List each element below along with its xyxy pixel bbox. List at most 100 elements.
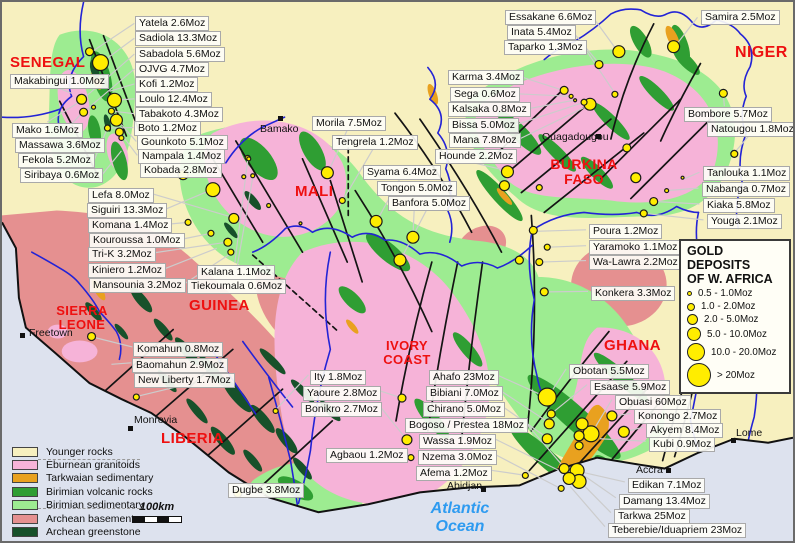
- deposit-label: Ity 1.8Moz: [310, 370, 367, 385]
- deposit-marker: [622, 143, 632, 153]
- leader-line: [111, 362, 132, 365]
- deposit-marker: [246, 156, 252, 162]
- deposit-marker: [227, 248, 235, 256]
- deposit-label: Kalana 1.1Moz: [197, 265, 276, 280]
- deposit-marker: [338, 196, 346, 205]
- leader-line: [733, 135, 750, 154]
- leader-line: [183, 232, 212, 240]
- leader-line: [500, 390, 550, 424]
- leader-line: [654, 200, 700, 205]
- deposit-size-icon: [687, 327, 701, 341]
- leader-line: [540, 259, 587, 263]
- deposit-label: Edikan 7.1Moz: [628, 478, 706, 493]
- deposit-label: Bonikro 2.7Moz: [301, 402, 382, 417]
- deposit-label: Massawa 3.6Moz: [15, 138, 105, 153]
- gold-legend-item: 2.0 - 5.0Moz: [687, 314, 784, 325]
- rock-legend-label: Eburnean granitoids: [46, 459, 140, 472]
- leader-line: [164, 247, 218, 270]
- deposit-marker: [543, 243, 551, 251]
- deposit-label: Makabingui 1.0Moz: [10, 74, 110, 89]
- deposit-marker: [535, 258, 544, 267]
- deposit-marker: [266, 202, 272, 209]
- deposit-marker: [250, 173, 256, 179]
- leader-line: [155, 241, 227, 254]
- deposit-marker: [680, 175, 685, 180]
- leader-line: [46, 100, 81, 123]
- ocean-label: Atlantic Ocean: [410, 500, 510, 537]
- leader-line: [517, 93, 571, 97]
- deposit-marker: [730, 149, 739, 158]
- deposit-marker: [546, 409, 556, 419]
- rock-legend-swatch: [12, 486, 38, 497]
- deposit-label: Yaramoko 1.1Moz: [589, 240, 682, 255]
- leader-line: [675, 17, 698, 47]
- ocean-label-line2: Ocean: [435, 518, 485, 536]
- leader-line: [548, 245, 587, 248]
- deposit-marker: [298, 221, 303, 226]
- deposit-marker: [664, 188, 670, 194]
- deposit-label: Tiekoumala 0.6Moz: [187, 279, 287, 294]
- deposit-label: Bissa 5.0Moz: [448, 118, 520, 133]
- rock-type-legend: Younger rocks Eburnean granitoids Tarkwaia…: [12, 445, 153, 539]
- deposit-label: Ahafo 23Moz: [429, 370, 499, 385]
- deposit-marker: [84, 47, 95, 57]
- gold-legend-title-line1: GOLD DEPOSITS: [687, 244, 751, 272]
- leader-line: [496, 374, 547, 398]
- deposit-marker: [76, 93, 88, 105]
- deposit-marker: [397, 393, 407, 403]
- scale-segment: [169, 517, 181, 522]
- country-label: GHANA: [604, 337, 661, 354]
- leader-line: [109, 83, 135, 92]
- deposit-label: Morila 7.5Moz: [312, 116, 386, 131]
- deposit-label: Kouroussa 1.0Moz: [89, 233, 185, 248]
- gold-legend-items: 0.5 - 1.0Moz 1.0 - 2.0Moz 2.0 - 5.0Moz 5.0 …: [687, 288, 784, 387]
- deposit-label: Obuasi 60Moz: [615, 395, 691, 410]
- leader-line: [551, 384, 588, 414]
- deposit-label: Damang 13.4Moz: [619, 494, 710, 509]
- rock-legend-label: Birimian sedimentary: [46, 499, 145, 512]
- city-label: Monrovia: [134, 414, 178, 426]
- deposit-label: Teberebie/Iduapriem 23Moz: [608, 523, 747, 538]
- rock-legend-item: Tarkwaian sedimentary: [12, 472, 153, 485]
- leader-line: [524, 421, 565, 468]
- deposit-label: Sega 0.6Moz: [450, 87, 520, 102]
- deposit-marker: [539, 287, 549, 297]
- leader-line: [521, 76, 564, 91]
- scale-segment: [145, 517, 157, 522]
- gold-legend-title-line2: OF W. AFRICA: [687, 272, 773, 286]
- deposit-marker: [118, 134, 125, 142]
- deposit-marker: [528, 225, 538, 235]
- ocean-area: [2, 222, 793, 541]
- deposit-marker: [606, 410, 618, 422]
- leader-line: [644, 212, 704, 221]
- deposit-marker: [521, 471, 529, 480]
- deposit-label: Tri-K 3.2Moz: [88, 247, 156, 262]
- deposit-label: Bogoso / Prestea 18Moz: [405, 418, 528, 433]
- leader-line: [58, 87, 72, 94]
- scale-bar-segments: [132, 516, 182, 523]
- deposit-label: Komana 1.4Moz: [88, 218, 173, 233]
- deposit-marker: [573, 430, 585, 442]
- rock-legend-label: Tarkwaian sedimentary: [46, 472, 154, 485]
- deposit-label: Afema 1.2Moz: [416, 466, 492, 481]
- deposit-marker: [630, 172, 642, 184]
- deposit-label: Boto 1.2Moz: [134, 121, 201, 136]
- ocean-label-line1: Atlantic: [430, 500, 490, 517]
- leader-line: [577, 471, 617, 499]
- deposit-label: Bombore 5.7Moz: [684, 107, 772, 122]
- leader-line: [494, 453, 563, 490]
- deposit-label: Lefa 8.0Moz: [88, 188, 154, 203]
- leader-line: [599, 438, 646, 442]
- deposit-marker: [562, 471, 576, 486]
- country-label: NIGER: [735, 44, 788, 61]
- deposit-label: Yatela 2.6Moz: [135, 16, 210, 31]
- deposit-marker: [407, 454, 415, 462]
- deposit-label: Mako 1.6Moz: [12, 123, 84, 138]
- deposit-label: Kobada 2.8Moz: [140, 163, 222, 178]
- deposit-label: Fekola 5.2Moz: [18, 153, 95, 168]
- country-label: BURKINA FASO: [550, 156, 618, 187]
- deposit-label: Hounde 2.2Moz: [435, 149, 518, 164]
- gold-legend-label: > 20Moz: [717, 369, 755, 381]
- rock-legend-swatch: [12, 460, 38, 471]
- deposit-marker: [369, 214, 383, 228]
